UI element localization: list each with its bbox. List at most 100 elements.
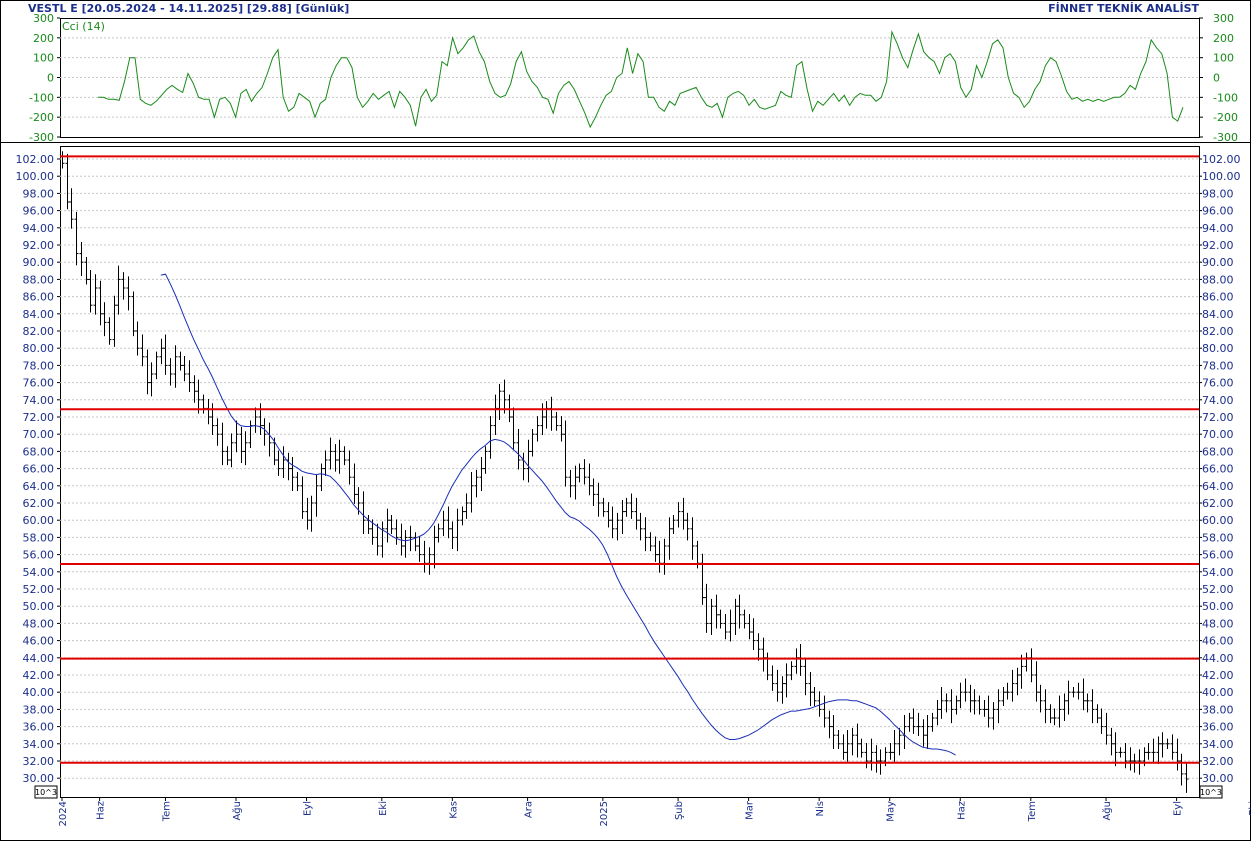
price-bar xyxy=(1043,689,1048,724)
price-bar xyxy=(281,446,286,479)
cci-y-tick-left: -200 xyxy=(29,111,54,124)
price-bar xyxy=(1179,753,1184,786)
price-y-tick-right: 60.00 xyxy=(1202,514,1234,527)
price-bar xyxy=(591,478,596,507)
price-bar xyxy=(98,280,103,326)
cci-y-tick-left: -100 xyxy=(29,91,54,104)
price-y-tick-right: 52.00 xyxy=(1202,583,1234,596)
price-y-tick-right: 46.00 xyxy=(1202,635,1234,648)
price-y-tick-right: 48.00 xyxy=(1202,617,1234,630)
price-y-tick-right: 30.00 xyxy=(1202,772,1234,785)
price-bar xyxy=(817,691,822,717)
price-bar xyxy=(634,497,639,530)
price-y-tick-right: 62.00 xyxy=(1202,497,1234,510)
price-bar xyxy=(986,695,991,728)
price-bar xyxy=(921,719,926,747)
price-bar xyxy=(888,742,893,760)
x-tick-label: 2025 xyxy=(599,801,610,826)
price-bar xyxy=(737,594,742,629)
price-bar xyxy=(808,671,813,706)
price-y-tick-left: 96.00 xyxy=(23,205,55,218)
price-bar xyxy=(1005,682,1010,700)
price-bar xyxy=(1090,689,1095,724)
price-bar xyxy=(587,463,592,496)
price-y-tick-left: 78.00 xyxy=(23,359,55,372)
unit-label: 10^3 xyxy=(35,788,57,797)
price-bar xyxy=(93,274,98,315)
price-bar xyxy=(728,609,733,642)
price-y-tick-left: 74.00 xyxy=(23,394,55,407)
price-bar xyxy=(469,472,474,513)
price-y-tick-left: 84.00 xyxy=(23,308,55,321)
price-bar xyxy=(1095,704,1100,724)
price-bar xyxy=(182,355,187,382)
price-bar xyxy=(747,613,752,640)
price-bar xyxy=(149,362,154,397)
price-bar xyxy=(483,446,488,474)
cci-y-tick-right: -200 xyxy=(1213,111,1238,124)
price-bar xyxy=(577,463,582,483)
price-y-tick-right: 50.00 xyxy=(1202,600,1234,613)
price-bar xyxy=(342,446,347,466)
price-y-tick-right: 36.00 xyxy=(1202,721,1234,734)
price-bar xyxy=(370,519,375,545)
unit-label: 10^3 xyxy=(1200,788,1222,797)
price-y-tick-right: 100.00 xyxy=(1202,170,1241,183)
cci-y-tick-right: 0 xyxy=(1213,72,1220,85)
price-bar xyxy=(1184,762,1189,793)
price-bar xyxy=(196,379,201,414)
price-bar xyxy=(1170,734,1175,760)
cci-y-tick-left: 100 xyxy=(33,52,54,65)
price-y-tick-right: 96.00 xyxy=(1202,205,1234,218)
price-bar xyxy=(229,433,234,468)
price-bar xyxy=(413,532,418,552)
price-y-tick-right: 58.00 xyxy=(1202,531,1234,544)
price-bar xyxy=(225,446,230,466)
price-y-tick-left: 100.00 xyxy=(16,170,55,183)
price-y-tick-left: 92.00 xyxy=(23,239,55,252)
price-bar xyxy=(239,426,244,464)
price-bar xyxy=(892,730,897,762)
price-y-tick-right: 40.00 xyxy=(1202,686,1234,699)
moving-average-line xyxy=(160,273,956,756)
price-bar xyxy=(535,416,540,442)
price-y-tick-left: 40.00 xyxy=(23,686,55,699)
price-y-tick-left: 52.00 xyxy=(23,583,55,596)
price-bar xyxy=(1109,727,1114,756)
price-y-tick-left: 36.00 xyxy=(23,721,55,734)
price-bar xyxy=(930,712,935,732)
price-y-tick-right: 82.00 xyxy=(1202,325,1234,338)
x-tick-label: Nis xyxy=(815,801,826,816)
price-bar xyxy=(178,351,183,371)
x-tick-label: Eki xyxy=(1248,801,1251,816)
price-bar xyxy=(1104,712,1109,745)
price-y-tick-right: 84.00 xyxy=(1202,308,1234,321)
price-bar xyxy=(620,499,625,534)
price-bar xyxy=(676,502,681,528)
price-y-tick-right: 38.00 xyxy=(1202,703,1234,716)
price-bar xyxy=(399,523,404,556)
price-bar xyxy=(530,429,535,457)
price-bar xyxy=(84,257,89,285)
price-bar xyxy=(653,536,658,562)
price-bar xyxy=(290,456,295,491)
price-bar xyxy=(874,745,879,773)
price-bar xyxy=(276,450,281,476)
price-bar xyxy=(112,295,117,347)
price-bar xyxy=(949,689,954,724)
price-y-tick-left: 88.00 xyxy=(23,273,55,286)
price-y-tick-left: 102.00 xyxy=(16,153,55,166)
price-y-tick-right: 68.00 xyxy=(1202,445,1234,458)
price-bar xyxy=(262,418,267,446)
price-bar xyxy=(916,712,921,737)
price-bar xyxy=(464,493,469,519)
price-bar xyxy=(88,269,93,313)
price-bar xyxy=(1010,669,1015,702)
price-bar xyxy=(474,469,479,498)
x-tick-label: Ara xyxy=(524,801,535,818)
price-y-tick-left: 64.00 xyxy=(23,480,55,493)
price-y-tick-left: 98.00 xyxy=(23,187,55,200)
price-y-tick-right: 44.00 xyxy=(1202,652,1234,665)
price-bar xyxy=(1052,708,1057,726)
